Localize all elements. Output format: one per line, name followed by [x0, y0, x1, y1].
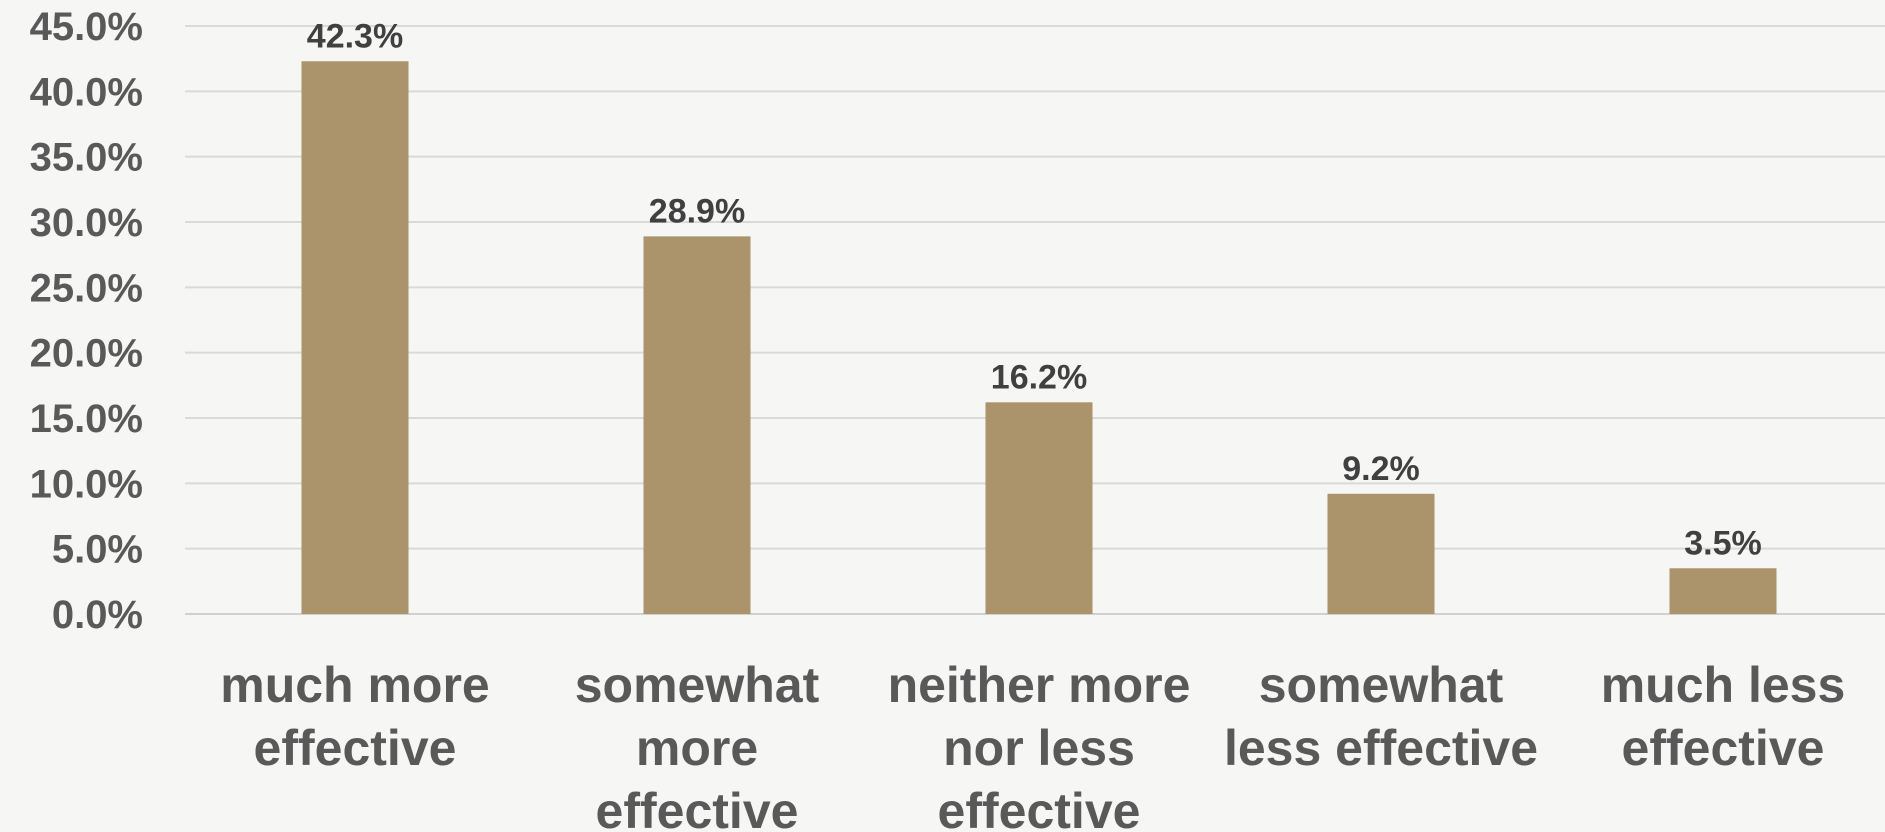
data-label: 3.5%	[1684, 524, 1762, 562]
category-label-line: more	[636, 720, 758, 776]
y-tick-label: 30.0%	[30, 201, 143, 245]
y-tick-label: 15.0%	[30, 397, 143, 441]
category-label: neither more nor less effective	[888, 657, 1191, 832]
y-tick-label: 5.0%	[52, 528, 143, 572]
data-label: 28.9%	[649, 192, 745, 230]
y-axis-tick-labels: 0.0% 5.0% 10.0% 15.0% 20.0% 25.0% 30.0% 35.0% 40…	[30, 5, 143, 637]
y-tick-label: 40.0%	[30, 70, 143, 114]
bar	[301, 61, 409, 614]
category-label-line: effective	[254, 720, 457, 776]
data-label: 42.3%	[307, 17, 403, 55]
category-label-line: much more	[220, 657, 490, 713]
category-label-line: effective	[938, 783, 1141, 832]
category-label-line: somewhat	[1259, 657, 1504, 713]
data-label: 9.2%	[1342, 450, 1420, 488]
y-tick-label: 10.0%	[30, 462, 143, 506]
category-label-line: much less	[1601, 657, 1846, 713]
bar	[1669, 568, 1777, 614]
category-label: much less effective	[1601, 657, 1846, 776]
category-label: somewhat more effective	[575, 657, 820, 832]
category-label-line: nor less	[943, 720, 1135, 776]
y-tick-label: 35.0%	[30, 136, 143, 180]
category-label: much more effective	[220, 657, 490, 776]
bar	[643, 236, 751, 614]
category-label-line: somewhat	[575, 657, 820, 713]
data-label: 16.2%	[991, 358, 1087, 396]
category-label-line: neither more	[888, 657, 1191, 713]
bar	[985, 402, 1093, 614]
y-tick-label: 45.0%	[30, 5, 143, 49]
y-tick-label: 20.0%	[30, 332, 143, 376]
y-tick-label: 25.0%	[30, 266, 143, 310]
category-label-line: effective	[596, 783, 799, 832]
bar	[1327, 493, 1435, 614]
data-labels: 42.3% 28.9% 16.2% 9.2% 3.5%	[307, 17, 1762, 562]
bars	[301, 61, 1777, 614]
category-label-line: effective	[1622, 720, 1825, 776]
category-label: somewhat less effective	[1224, 657, 1538, 776]
y-tick-label: 0.0%	[52, 593, 143, 637]
gridlines	[185, 25, 1885, 615]
category-label-line: less effective	[1224, 720, 1538, 776]
